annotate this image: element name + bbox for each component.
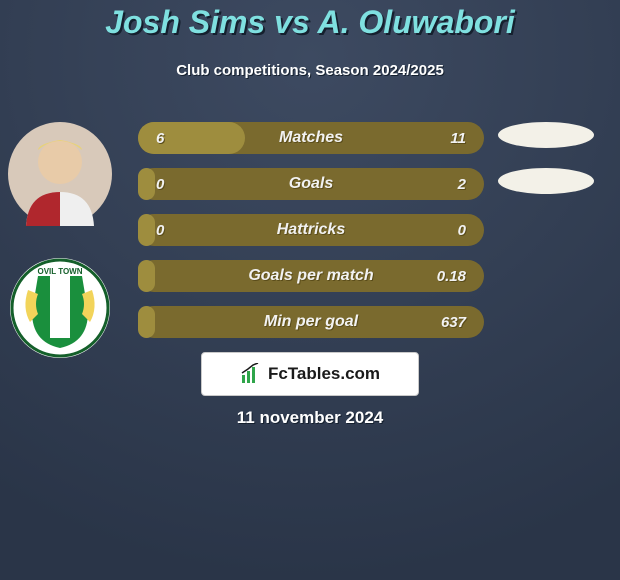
stat-label: Matches bbox=[138, 129, 484, 147]
stat-right-value: 2 bbox=[458, 176, 466, 193]
stat-row: 0Goals2 bbox=[138, 168, 484, 200]
stat-label: Hattricks bbox=[138, 221, 484, 239]
comparison-ellipse bbox=[498, 168, 594, 194]
stat-label: Goals bbox=[138, 175, 484, 193]
stat-row: 6Matches11 bbox=[138, 122, 484, 154]
date-text: 11 november 2024 bbox=[0, 408, 620, 428]
stat-right-value: 637 bbox=[441, 314, 466, 331]
stat-right-value: 0.18 bbox=[437, 268, 466, 285]
player2-name: A. Oluwabori bbox=[317, 4, 514, 40]
stat-right-value: 11 bbox=[450, 130, 466, 147]
club-badge: OVIL TOWN bbox=[8, 256, 112, 360]
ellipse-column bbox=[492, 122, 610, 352]
stat-label: Min per goal bbox=[138, 313, 484, 331]
vs-text: vs bbox=[265, 4, 317, 40]
subtitle: Club competitions, Season 2024/2025 bbox=[0, 62, 620, 79]
stat-label: Goals per match bbox=[138, 267, 484, 285]
stats-column: 6Matches110Goals20Hattricks0Goals per ma… bbox=[138, 122, 484, 352]
comparison-ellipse bbox=[498, 122, 594, 148]
source-logo: FcTables.com bbox=[201, 352, 419, 396]
player1-name: Josh Sims bbox=[105, 4, 265, 40]
player-avatar bbox=[8, 122, 112, 226]
stat-row: Min per goal637 bbox=[138, 306, 484, 338]
page-title: Josh Sims vs A. Oluwabori bbox=[0, 4, 620, 41]
avatar-column: OVIL TOWN bbox=[8, 122, 118, 390]
stat-row: Goals per match0.18 bbox=[138, 260, 484, 292]
stat-row: 0Hattricks0 bbox=[138, 214, 484, 246]
comparison-widget: Josh Sims vs A. Oluwabori Club competiti… bbox=[0, 0, 620, 580]
logo-text: FcTables.com bbox=[268, 364, 380, 384]
svg-text:OVIL TOWN: OVIL TOWN bbox=[37, 267, 82, 276]
chart-icon bbox=[240, 363, 262, 385]
stat-right-value: 0 bbox=[458, 222, 466, 239]
